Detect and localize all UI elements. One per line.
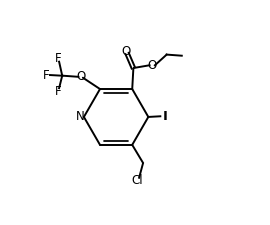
Text: F: F bbox=[55, 52, 62, 65]
Text: F: F bbox=[55, 85, 62, 98]
Text: O: O bbox=[122, 45, 131, 58]
Text: O: O bbox=[148, 59, 157, 72]
Text: O: O bbox=[76, 70, 86, 83]
Text: Cl: Cl bbox=[131, 174, 143, 187]
Text: F: F bbox=[43, 69, 50, 81]
Text: I: I bbox=[163, 110, 168, 123]
Text: N: N bbox=[76, 110, 84, 123]
